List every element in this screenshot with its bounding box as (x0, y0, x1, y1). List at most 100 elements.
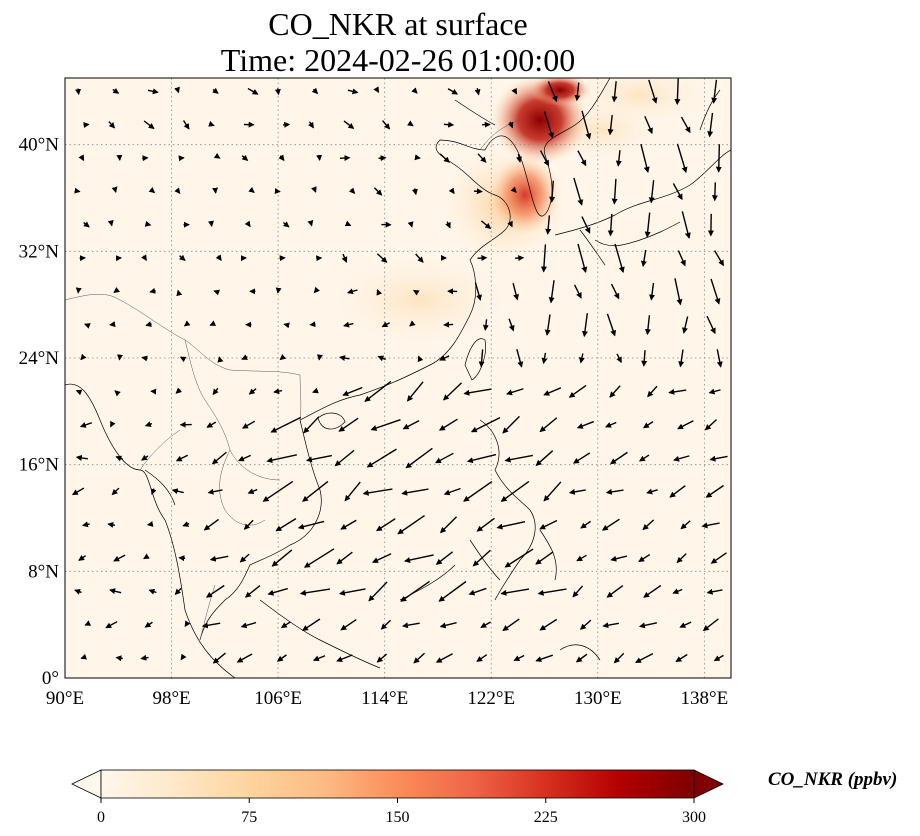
wind-arrow (463, 480, 493, 502)
wind-arrow (470, 417, 501, 433)
wind-arrow (439, 355, 450, 361)
wind-arrow (278, 154, 285, 162)
wind-arrow (573, 452, 591, 464)
wind-arrow (611, 178, 618, 205)
wind-arrow (81, 521, 90, 528)
wind-arrow (270, 416, 302, 433)
wind-arrow (240, 621, 257, 629)
wind-arrow (108, 121, 116, 129)
wind-arrow (476, 517, 495, 532)
map-background (65, 78, 731, 678)
wind-arrow (580, 520, 591, 529)
wind-arrow (343, 120, 355, 129)
wind-arrow (646, 488, 658, 495)
wind-arrow (344, 481, 361, 502)
wind-arrow (614, 243, 625, 274)
lat-tick-label: 0° (42, 668, 59, 689)
lon-tick-label: 130°E (574, 688, 622, 709)
wind-arrow (242, 420, 256, 429)
wind-arrow (543, 481, 562, 502)
wind-arrow (299, 588, 331, 596)
wind-arrow (370, 419, 401, 431)
wind-arrow (442, 382, 462, 401)
wind-arrow (211, 451, 227, 465)
wind-arrow (241, 154, 249, 161)
lat-tick-label: 8°N (28, 561, 59, 582)
lat-tick-label: 32°N (19, 241, 60, 262)
wind-arrow (610, 555, 628, 562)
wind-arrow (574, 82, 581, 102)
wind-arrow (477, 255, 488, 262)
wind-arrow (496, 520, 526, 530)
wind-arrow (340, 519, 357, 530)
wind-arrow (179, 254, 186, 261)
wind-arrow (401, 488, 429, 496)
wind-arrow (376, 253, 388, 263)
wind-arrow (364, 380, 392, 402)
wind-arrow (640, 143, 650, 173)
wind-arrow (647, 385, 658, 398)
wind-arrow (84, 620, 92, 626)
wind-arrow (79, 422, 93, 428)
wind-arrow (243, 519, 254, 530)
wind-arrow (209, 320, 217, 326)
colorbar: 0 75 150 225 300 (71, 769, 724, 826)
wind-arrow (512, 283, 519, 301)
wind-arrow (347, 288, 358, 295)
wind-arrow (711, 79, 718, 104)
wind-arrow (213, 289, 220, 296)
wind-arrow (376, 288, 383, 296)
wind-arrow (676, 553, 687, 564)
wind-arrow (140, 654, 149, 661)
wind-arrow (105, 621, 118, 629)
wind-arrow (273, 388, 283, 395)
wind-arrow (377, 355, 386, 362)
wind-arrow (708, 388, 721, 395)
wind-arrow (677, 250, 686, 267)
wind-arrow (212, 652, 226, 664)
wind-arrow (313, 286, 320, 294)
wind-arrow (672, 588, 683, 595)
wind-arrow (434, 452, 454, 464)
wind-arrow (674, 278, 683, 306)
wind-arrow (581, 313, 589, 338)
wind-arrow (516, 349, 524, 368)
wind-arrow (573, 284, 582, 299)
wind-arrow (143, 120, 155, 130)
wind-arrow (644, 315, 651, 336)
wind-arrow (274, 88, 281, 96)
wind-arrow (239, 553, 250, 563)
wind-arrow (84, 323, 91, 329)
wind-arrow (175, 454, 189, 462)
wind-arrow (336, 551, 353, 565)
wind-arrow (336, 654, 353, 662)
wind-arrow (115, 655, 123, 662)
wind-arrow (411, 188, 418, 196)
wind-arrow (435, 551, 454, 565)
wind-arrow (368, 581, 388, 602)
wind-arrow (262, 480, 294, 502)
wind-arrow (500, 480, 530, 502)
wind-arrow (535, 551, 554, 565)
wind-vectors (71, 78, 728, 664)
wind-arrow (406, 381, 424, 402)
wind-arrow (675, 653, 688, 663)
wind-arrow (400, 580, 430, 602)
wind-arrow (147, 88, 159, 95)
wind-arrow (681, 211, 691, 239)
wind-arrow (707, 112, 714, 138)
wind-arrow (417, 355, 424, 363)
wind-arrow (144, 220, 152, 227)
wind-arrow (113, 287, 120, 294)
wind-arrow (504, 548, 534, 568)
lat-tick-label: 40°N (19, 135, 60, 156)
wind-arrow (401, 622, 420, 629)
wind-arrow (680, 520, 691, 530)
wind-arrow (477, 153, 487, 163)
wind-arrow (537, 588, 567, 596)
wind-arrow (609, 451, 628, 465)
wind-arrow (435, 653, 453, 663)
wind-arrow (482, 319, 489, 331)
wind-arrow (334, 449, 355, 467)
wind-arrow (704, 419, 717, 431)
